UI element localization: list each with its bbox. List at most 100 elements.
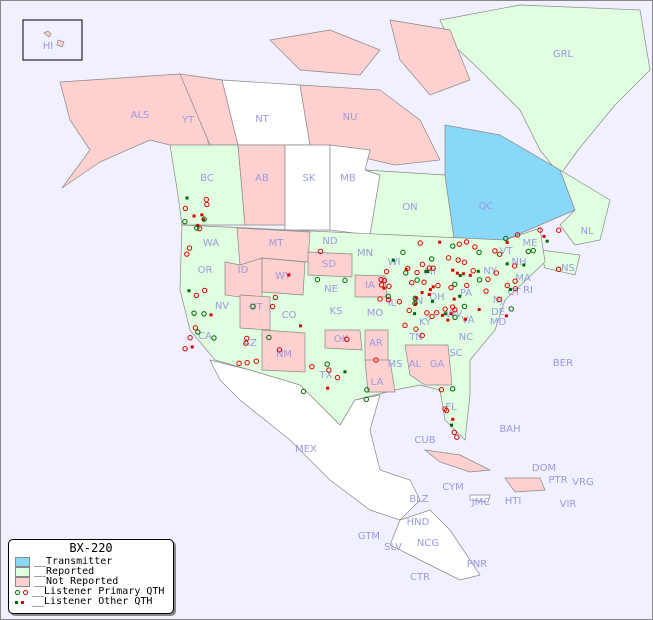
listener-other-marker [413, 312, 417, 316]
listener-primary-marker [414, 269, 420, 276]
listener-other-marker [452, 297, 456, 301]
listener-primary-marker [377, 296, 383, 302]
listener-primary-marker [530, 247, 536, 254]
listener-primary-marker [196, 225, 203, 232]
listener-primary-marker [429, 313, 435, 320]
listener-other-marker [187, 289, 191, 293]
listener-primary-marker [381, 277, 388, 284]
square-marker-icon [15, 600, 30, 604]
listener-primary-marker [342, 277, 348, 284]
listener-primary-marker [417, 240, 423, 246]
listener-primary-marker [424, 310, 430, 316]
legend-label: __Reported [34, 566, 95, 577]
listener-primary-marker [442, 406, 448, 412]
legend-primary-qth: __Listener Primary QTH [9, 587, 173, 597]
listener-primary-marker [201, 311, 207, 317]
listener-primary-marker [344, 336, 350, 343]
listener-primary-marker [314, 276, 321, 283]
listener-primary-marker [192, 325, 199, 331]
region-label-sk: SK [303, 173, 316, 184]
listener-other-marker [508, 288, 512, 292]
listener-other-marker [404, 268, 408, 272]
region-sk [284, 144, 331, 231]
listener-primary-marker [421, 279, 427, 285]
listener-primary-marker [426, 265, 433, 271]
listener-other-marker [505, 240, 509, 244]
region-label-ar: AR [369, 338, 383, 349]
region-label-nd: ND [322, 236, 337, 247]
listener-other-marker [461, 272, 465, 276]
listener-primary-marker [419, 332, 425, 339]
listener-primary-marker [402, 322, 408, 329]
region-label-la: LA [371, 377, 384, 388]
region-label-sc: SC [449, 348, 462, 359]
listener-other-marker [200, 213, 204, 217]
listener-other-marker [443, 312, 447, 316]
region-label-co: CO [282, 310, 297, 321]
region-label-nc: NC [459, 332, 473, 343]
listener-other-marker [426, 269, 430, 273]
listener-other-marker [190, 345, 194, 349]
region-wy [261, 257, 306, 296]
region-label-bah: BAH [499, 424, 520, 435]
region-label-qc: QC [479, 201, 494, 212]
legend-label: __Transmitter [34, 556, 113, 567]
listener-primary-marker [363, 396, 369, 403]
region-label-ky: KY [419, 317, 432, 328]
map-labels: HI ALS YT NT NU GRL BC AB SK MB ON QC NL NS WA OR ID MT WY… [43, 41, 594, 583]
listener-other-marker [438, 240, 442, 244]
listener-primary-marker [364, 387, 370, 393]
legend-label: __Listener Primary QTH [32, 586, 165, 597]
listener-primary-marker [187, 335, 193, 341]
region-label-ct: CT [507, 287, 521, 298]
listener-other-marker [192, 214, 196, 218]
region-jmc [469, 494, 491, 503]
listener-other-marker [545, 239, 549, 243]
listener-primary-marker [430, 265, 436, 271]
listener-primary-marker [182, 218, 188, 225]
region-mex [209, 359, 421, 521]
region-label-ab: AB [255, 173, 269, 184]
listener-primary-marker [300, 388, 307, 395]
region-label-al: AL [409, 359, 422, 370]
listener-primary-marker [236, 360, 242, 367]
region-label-ia: IA [365, 280, 375, 291]
region-label-oh: OH [429, 292, 444, 303]
listener-primary-marker [272, 294, 279, 301]
region-label-ptr: PTR [548, 475, 567, 486]
listener-primary-marker [454, 434, 460, 440]
listener-primary-marker [406, 307, 412, 314]
region-label-ms: MS [388, 359, 403, 370]
listener-primary-marker [445, 255, 452, 261]
listener-primary-marker [182, 205, 189, 212]
listener-primary-marker [324, 361, 330, 367]
region-label-wa: WA [203, 238, 219, 249]
listener-primary-marker [409, 280, 415, 286]
region-label-blz: BLZ [409, 494, 428, 505]
region-label-cub: CUB [414, 435, 435, 446]
listener-primary-marker [253, 358, 260, 364]
region-label-ctr: CTR [410, 572, 430, 583]
legend: BX-220 __Transmitter __Reported __Not Re… [8, 539, 174, 614]
listener-other-marker [446, 318, 450, 322]
region-label-mi: MI [424, 267, 436, 278]
listener-primary-marker [204, 201, 210, 208]
listener-primary-marker [449, 386, 456, 392]
region-label-or: OR [198, 265, 213, 276]
region-label-mt: MT [269, 238, 285, 249]
listener-primary-marker [452, 307, 458, 313]
listener-other-marker [185, 196, 189, 200]
region-label-me: ME [523, 238, 538, 249]
region-label-mex: MEX [295, 444, 317, 455]
region-label-nv: NV [215, 301, 229, 312]
listener-other-marker [202, 218, 206, 222]
listener-other-marker [468, 273, 472, 277]
listener-other-marker [440, 313, 444, 317]
region-label-grl: GRL [553, 49, 574, 60]
listener-primary-marker [250, 303, 256, 310]
region-label-pnr: PNR [467, 559, 488, 570]
listener-other-marker [455, 271, 459, 275]
region-label-az: AZ [243, 338, 257, 349]
